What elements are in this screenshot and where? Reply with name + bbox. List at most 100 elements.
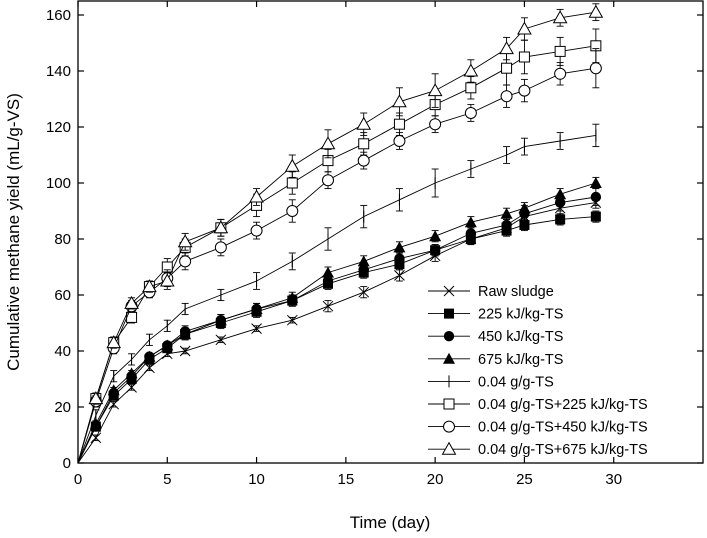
legend-marker: [443, 420, 455, 433]
data-point: [394, 253, 405, 264]
data-point: [501, 219, 512, 231]
data-point: [161, 339, 174, 351]
data-point: [249, 189, 264, 203]
data-point: [215, 334, 227, 346]
data-point: [357, 154, 370, 167]
data-point: [590, 191, 602, 203]
legend-item: Raw sludge: [428, 284, 554, 300]
data-point: [589, 62, 602, 75]
data-point: [500, 90, 513, 103]
legend-label: 225 kJ/kg-TS: [478, 307, 563, 323]
data-point: [463, 63, 479, 77]
plot-area: [77, 3, 604, 464]
legend-marker: [444, 308, 454, 319]
x-tick-label: 25: [516, 471, 533, 488]
data-point: [144, 362, 155, 374]
y-tick-label: 80: [54, 231, 71, 248]
x-tick-label: 5: [163, 471, 171, 488]
legend-label: 0.04 g/g-TS+225 kJ/kg-TS: [478, 397, 648, 413]
y-axis: 0 20 40 60 80 100 120 140 160: [46, 7, 703, 472]
data-point: [517, 21, 532, 35]
data-point: [554, 45, 566, 57]
data-point: [250, 303, 263, 314]
y-tick-label: 20: [54, 399, 71, 416]
data-point: [464, 107, 477, 119]
data-point: [159, 273, 175, 287]
data-point: [358, 138, 370, 150]
legend-marker: [441, 441, 457, 455]
data-point: [124, 295, 139, 309]
data-point: [250, 224, 263, 237]
data-point: [429, 118, 442, 131]
data-point: [177, 234, 193, 248]
data-point: [589, 177, 602, 188]
data-point: [393, 135, 406, 147]
data-point: [90, 432, 102, 444]
data-point: [251, 323, 262, 334]
data-point: [286, 177, 298, 189]
series-4: [77, 176, 602, 464]
data-point: [322, 266, 334, 278]
x-tick-label: 15: [338, 471, 355, 488]
data-point: [89, 417, 102, 429]
data-point: [179, 255, 192, 268]
data-point: [394, 270, 405, 281]
legend-label: Raw sludge: [478, 284, 554, 300]
x-tick-label: 20: [427, 471, 444, 488]
legend-item: 0.04 g/g-TS+675 kJ/kg-TS: [428, 441, 648, 458]
data-point: [142, 279, 157, 293]
data-point: [213, 220, 229, 234]
legend-label: 0.04 g/g-TS+675 kJ/kg-TS: [478, 442, 648, 458]
data-point: [286, 314, 298, 326]
data-point: [284, 158, 300, 172]
y-tick-label: 40: [54, 343, 71, 360]
data-point: [552, 10, 568, 24]
data-point: [519, 220, 530, 230]
data-point: [356, 116, 372, 130]
data-point: [500, 207, 513, 219]
x-axis-title: Time (day): [350, 513, 431, 532]
x-axis: 0 5 10 15 20 25 30: [74, 1, 622, 488]
data-point: [286, 205, 299, 217]
x-tick-label: 0: [74, 471, 82, 488]
y-tick-label: 120: [46, 119, 71, 136]
plot-frame: [77, 0, 704, 464]
data-point: [358, 286, 370, 298]
y-tick-label: 140: [46, 63, 71, 80]
data-point: [555, 214, 566, 225]
legend-label: 675 kJ/kg-TS: [478, 352, 563, 368]
data-point: [464, 216, 477, 228]
data-point: [322, 300, 334, 312]
data-point: [393, 118, 405, 130]
legend-item: 0.04 g/g-TS: [428, 374, 554, 390]
legend-marker: [443, 285, 455, 297]
y-tick-label: 0: [63, 455, 71, 472]
data-point: [554, 188, 567, 200]
legend-item: 0.04 g/g-TS+450 kJ/kg-TS: [428, 420, 648, 436]
legend-item: 0.04 g/g-TS+225 kJ/kg-TS: [428, 397, 648, 413]
legend-marker: [443, 398, 455, 410]
data-point: [320, 136, 336, 150]
data-point: [107, 384, 120, 396]
data-point: [106, 335, 122, 349]
legend-label: 0.04 g/g-TS: [478, 374, 554, 390]
data-point: [465, 82, 477, 94]
data-point: [429, 245, 441, 256]
data-point: [501, 62, 513, 74]
legend-label: 0.04 g/g-TS+450 kJ/kg-TS: [478, 420, 648, 436]
y-axis-title: Cumulative methane yield (mL/g-VS): [4, 93, 23, 371]
data-point: [429, 230, 442, 242]
data-point: [357, 255, 370, 267]
y-tick-label: 100: [46, 175, 71, 192]
data-point: [518, 84, 531, 97]
series-8: [77, 3, 604, 464]
data-point: [590, 211, 601, 222]
data-point: [588, 4, 604, 18]
data-point: [179, 345, 191, 357]
data-point: [465, 228, 477, 239]
data-point: [125, 367, 138, 379]
legend: Raw sludge 225 kJ/kg-TS 450 kJ/kg-TS 675 kJ…: [428, 284, 648, 458]
data-point: [499, 41, 514, 55]
legend-item: 675 kJ/kg-TS: [428, 352, 563, 368]
